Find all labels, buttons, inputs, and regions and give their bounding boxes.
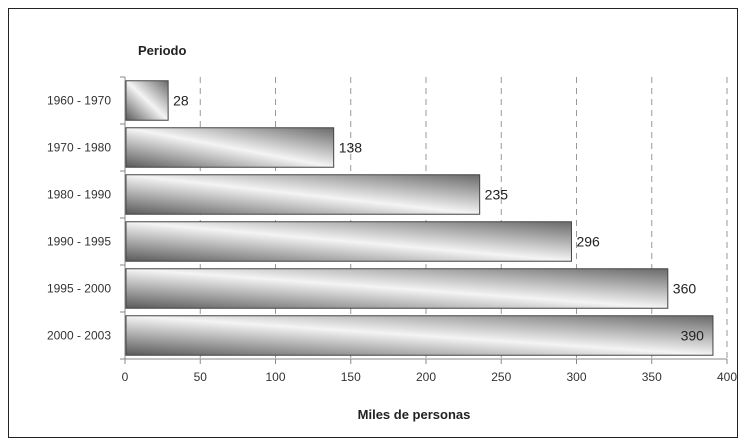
x-tick-label: 250 [491, 370, 511, 384]
value-label: 390 [681, 328, 705, 344]
value-label: 235 [485, 187, 509, 203]
bar [125, 221, 572, 262]
x-tick-label: 350 [642, 370, 662, 384]
value-label: 138 [339, 140, 363, 156]
category-label: 1990 - 1995 [47, 235, 111, 249]
category-label: 2000 - 2003 [47, 329, 111, 343]
category-label: 1970 - 1980 [47, 141, 111, 155]
x-tick-label: 100 [265, 370, 285, 384]
category-label: 1995 - 2000 [47, 282, 111, 296]
x-tick-label: 400 [717, 370, 737, 384]
chart-frame: 0 50 100 150 200 250 300 350 400 1960 - 1970 28 197… [8, 8, 738, 438]
value-label: 296 [576, 234, 600, 250]
x-tick-label: 200 [416, 370, 436, 384]
x-tick-label: 0 [122, 370, 129, 384]
bar [125, 127, 335, 168]
bar [125, 268, 669, 309]
bar [125, 80, 169, 121]
x-tick-label: 300 [566, 370, 586, 384]
bar [125, 315, 714, 356]
category-label: 1980 - 1990 [47, 188, 111, 202]
y-axis-title: Periodo [138, 43, 186, 58]
x-axis-title: Miles de personas [358, 407, 471, 422]
x-tick-label: 50 [194, 370, 208, 384]
value-label: 28 [173, 93, 189, 109]
bar [125, 174, 481, 215]
value-label: 360 [673, 281, 697, 297]
x-tick-label: 150 [341, 370, 361, 384]
bar-chart: 0 50 100 150 200 250 300 350 400 1960 - 1970 28 197… [47, 43, 737, 422]
category-label: 1960 - 1970 [47, 94, 111, 108]
